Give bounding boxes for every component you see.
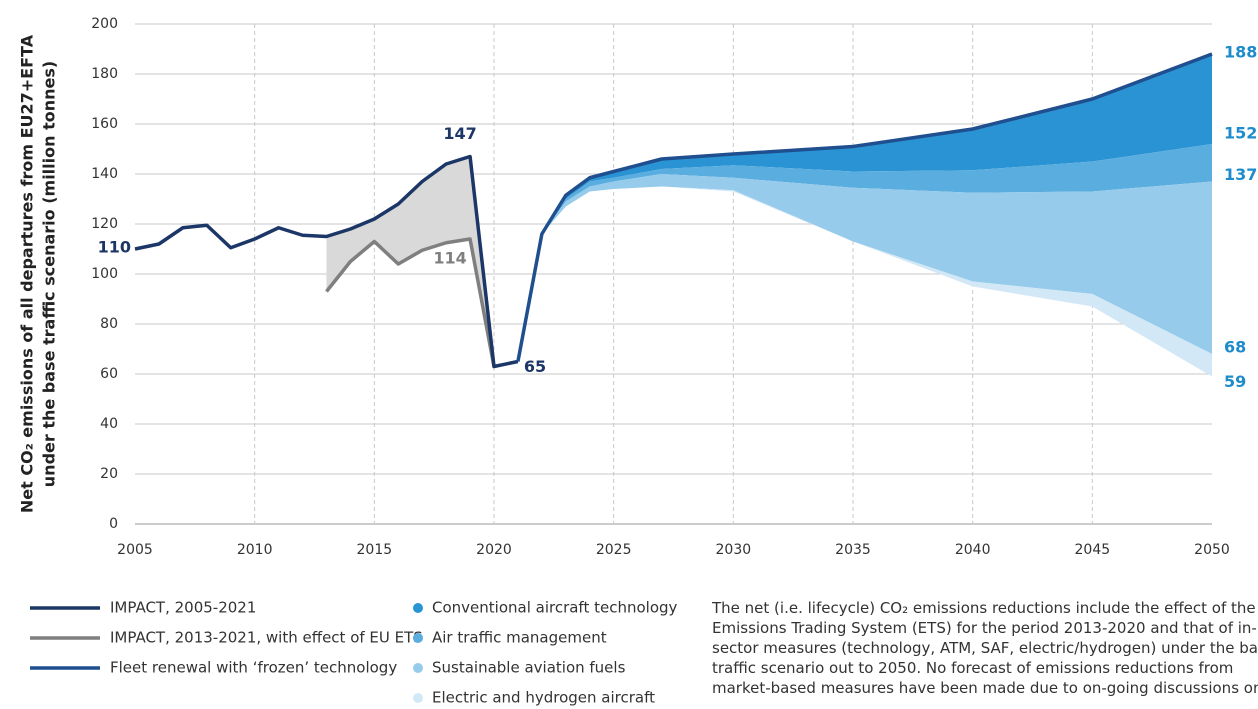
y-axis-label: Net CO₂ emissions of all departures from… — [18, 34, 59, 513]
data-label: 147 — [443, 124, 476, 143]
y-tick-label: 180 — [91, 66, 118, 82]
data-label: 114 — [433, 249, 466, 268]
data-label: 152 — [1224, 124, 1257, 143]
data-label: 110 — [98, 238, 131, 257]
area — [541, 144, 1212, 234]
data-label: 188 — [1224, 43, 1257, 62]
x-tick-label: 2010 — [237, 542, 273, 558]
data-label: 59 — [1224, 372, 1246, 391]
y-label-line: Net CO₂ emissions of all departures from… — [18, 34, 37, 513]
legend-label: IMPACT, 2013-2021, with effect of EU ETS — [110, 629, 423, 647]
note: The net (i.e. lifecycle) CO₂ emissions r… — [712, 599, 1258, 697]
y-tick-label: 40 — [100, 416, 118, 432]
line — [325, 237, 496, 367]
data-label: 137 — [1224, 165, 1257, 184]
x-tick-label: 2020 — [476, 542, 512, 558]
legend-label: Electric and hydrogen aircraft — [432, 689, 655, 707]
legend-swatch — [413, 603, 423, 613]
data-label: 65 — [524, 357, 546, 376]
legend-swatch — [413, 633, 423, 643]
y-tick-label: 60 — [100, 366, 118, 382]
x-tick-label: 2045 — [1075, 542, 1111, 558]
note-box: The net (i.e. lifecycle) CO₂ emissions r… — [712, 598, 1258, 709]
line — [134, 154, 519, 369]
y-tick-label: 140 — [91, 166, 118, 182]
x-tick-label: 2005 — [117, 542, 153, 558]
legend-label: Fleet renewal with ‘frozen’ technology — [110, 659, 397, 677]
x-tick-label: 2040 — [955, 542, 991, 558]
y-tick-label: 20 — [100, 466, 118, 482]
x-tick-label: 2035 — [835, 542, 871, 558]
y-tick-label: 120 — [91, 216, 118, 232]
x-tick-label: 2025 — [596, 542, 632, 558]
y-label-line: under the base traffic scenario (million… — [40, 61, 59, 487]
data-label: 68 — [1224, 338, 1246, 357]
x-tick-label: 2030 — [716, 542, 752, 558]
ets-band — [326, 156, 494, 367]
y-tick-label: 80 — [100, 316, 118, 332]
legend-label: Sustainable aviation fuels — [432, 659, 626, 677]
y-tick-label: 160 — [91, 116, 118, 132]
area — [541, 174, 1212, 354]
x-tick-label: 2015 — [357, 542, 393, 558]
legend-swatch — [413, 663, 423, 673]
legend-label: IMPACT, 2005-2021 — [110, 599, 256, 617]
line — [516, 52, 1213, 362]
legend-label: Conventional aircraft technology — [432, 599, 678, 617]
y-tick-label: 100 — [91, 266, 118, 282]
legend-label: Air traffic management — [432, 629, 607, 647]
legend-swatch — [413, 693, 423, 703]
y-tick-label: 0 — [109, 516, 118, 532]
y-tick-label: 200 — [91, 16, 118, 32]
x-tick-label: 2050 — [1194, 542, 1230, 558]
